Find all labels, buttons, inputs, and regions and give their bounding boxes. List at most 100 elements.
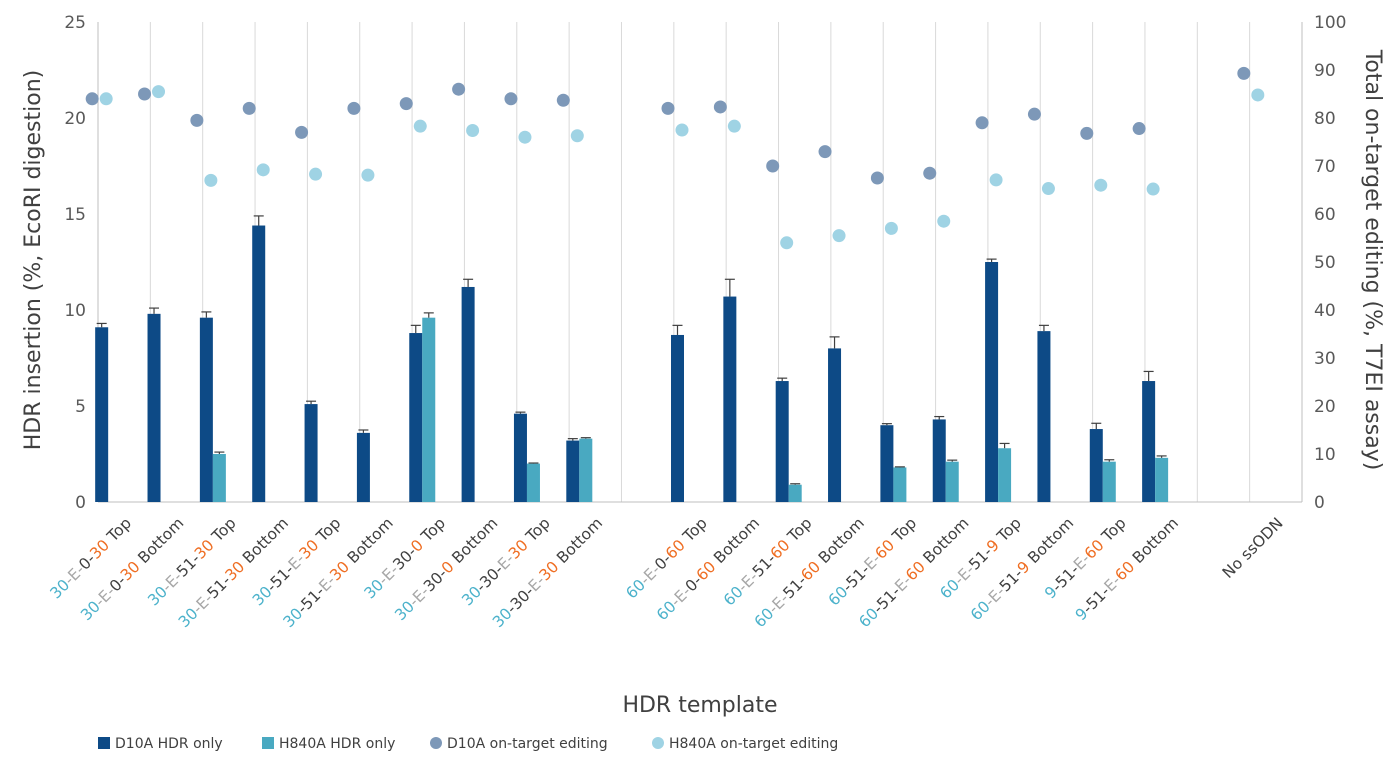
y2-tick-label: 60 <box>1314 205 1336 225</box>
x-axis-title: HDR template <box>622 693 777 718</box>
y-tick-label: 0 <box>75 493 86 513</box>
x-tick-label: 60-51-E-60 Top <box>825 514 920 609</box>
y2-tick-label: 10 <box>1314 445 1336 465</box>
x-tick-label: 9-51-E-60 Bottom <box>1072 514 1182 624</box>
x-tick-label-part: No ssODN <box>1219 514 1287 582</box>
point-d10a-editing <box>399 97 413 111</box>
bar-d10a-hdr <box>513 413 527 502</box>
point-h840a-editing <box>361 168 375 182</box>
x-tick-label: 30-51-E-30 Top <box>249 514 344 609</box>
point-d10a-editing <box>870 171 884 185</box>
point-d10a-editing <box>1237 66 1251 80</box>
point-h840a-editing <box>780 236 794 250</box>
point-h840a-editing <box>204 173 218 187</box>
point-h840a-editing <box>309 167 323 181</box>
point-h840a-editing <box>727 119 741 133</box>
y2-tick-label: 50 <box>1314 253 1336 273</box>
bar-h840a-hdr <box>579 438 593 502</box>
point-h840a-editing <box>99 92 113 106</box>
point-h840a-editing <box>1094 178 1108 192</box>
point-d10a-editing <box>818 145 832 159</box>
y2-tick-label: 90 <box>1314 61 1336 81</box>
y2-tick-label: 0 <box>1314 493 1325 513</box>
point-h840a-editing <box>518 130 532 144</box>
point-h840a-editing <box>675 123 689 137</box>
legend-label: H840A on-target editing <box>669 736 838 752</box>
point-d10a-editing <box>713 100 727 114</box>
bar-d10a-hdr <box>566 440 580 502</box>
bar-h840a-hdr <box>893 467 907 502</box>
bar-d10a-hdr <box>1142 381 1156 502</box>
x-tick-label: 30-30-E-30 Top <box>458 514 553 609</box>
point-d10a-editing <box>1027 107 1041 121</box>
x-tick-label: 30-E-51-30 Top <box>144 514 239 609</box>
bar-d10a-hdr <box>252 225 266 502</box>
bar-d10a-hdr <box>723 296 737 502</box>
legend-label: D10A HDR only <box>115 736 223 752</box>
category-gridlines <box>97 22 1303 502</box>
point-h840a-editing <box>937 214 951 228</box>
x-tick-label-part: Bottom <box>1126 514 1182 570</box>
legend-swatch <box>430 737 442 749</box>
y-tick-label: 5 <box>75 397 86 417</box>
point-h840a-editing <box>1146 182 1160 196</box>
bar-d10a-hdr <box>880 425 894 502</box>
bar-d10a-hdr <box>1089 429 1103 502</box>
y-tick-label: 20 <box>64 109 86 129</box>
bar-h840a-hdr <box>526 463 540 502</box>
right-axis-ticks: 0 10 20 30 40 50 60 70 80 90 100 <box>1314 13 1346 513</box>
y-tick-label: 10 <box>64 301 86 321</box>
bar-d10a-hdr <box>1037 331 1051 502</box>
point-h840a-editing <box>1041 182 1055 196</box>
point-d10a-editing <box>242 101 256 115</box>
bar-h840a-hdr <box>212 454 226 502</box>
y2-tick-label: 40 <box>1314 301 1336 321</box>
point-d10a-editing <box>556 93 570 107</box>
point-d10a-editing <box>85 92 99 106</box>
y2-tick-label: 30 <box>1314 349 1336 369</box>
legend-swatch <box>98 737 110 749</box>
y-tick-label: 25 <box>64 13 86 33</box>
x-tick-label: 60-E-51-9 Top <box>937 514 1025 602</box>
bar-d10a-hdr <box>304 404 318 502</box>
bar-d10a-hdr <box>671 334 684 502</box>
bar-d10a-hdr <box>828 348 842 502</box>
bar-d10a-hdr <box>147 313 161 502</box>
point-d10a-editing <box>766 159 780 173</box>
point-d10a-editing <box>190 113 204 127</box>
point-d10a-editing <box>661 101 675 115</box>
legend: D10A HDR only H840A HDR only D10A on-targe… <box>98 736 838 752</box>
bar-h840a-hdr <box>1102 461 1116 502</box>
point-d10a-editing <box>295 125 309 139</box>
bar-d10a-hdr <box>95 327 109 502</box>
point-h840a-editing <box>413 119 427 133</box>
y2-tick-label: 70 <box>1314 157 1336 177</box>
point-h840a-editing <box>832 229 846 243</box>
bar-d10a-hdr <box>409 333 423 502</box>
bar-d10a-hdr <box>461 286 475 502</box>
bar-d10a-hdr <box>985 262 999 502</box>
bar-d10a-hdr <box>775 381 789 502</box>
x-tick-label-part: Bottom <box>550 514 606 570</box>
y2-tick-label: 100 <box>1314 13 1346 33</box>
bar-h840a-hdr <box>788 484 802 502</box>
legend-swatch <box>262 737 274 749</box>
point-h840a-editing <box>989 173 1003 187</box>
x-tick-label: No ssODN <box>1219 514 1287 582</box>
y-axis-title: HDR insertion (%, EcoRI digestion) <box>21 70 46 450</box>
point-d10a-editing <box>923 166 937 180</box>
bar-d10a-hdr <box>932 419 946 502</box>
bar-h840a-hdr <box>1155 457 1169 502</box>
point-h840a-editing <box>152 85 166 99</box>
point-d10a-editing <box>347 101 361 115</box>
legend-label: H840A HDR only <box>279 736 395 752</box>
point-h840a-editing <box>884 221 898 235</box>
x-tick-label: 60-E-51-60 Top <box>720 514 815 609</box>
left-axis-ticks: 0 5 10 15 20 25 <box>64 13 86 513</box>
y2-tick-label: 20 <box>1314 397 1336 417</box>
bar-d10a-hdr <box>356 432 370 502</box>
y-tick-label: 15 <box>64 205 86 225</box>
y2-tick-label: 80 <box>1314 109 1336 129</box>
